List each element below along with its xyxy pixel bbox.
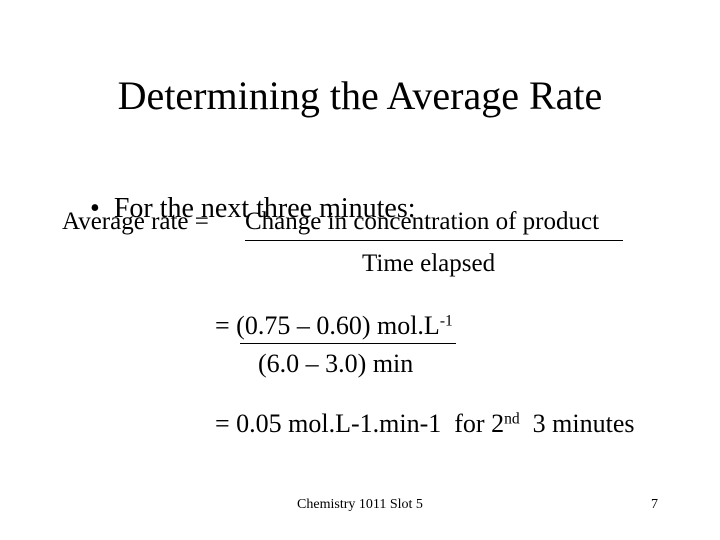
equation2-numerator: = (0.75 – 0.60) mol.L-1	[215, 313, 453, 339]
fraction-bar	[240, 343, 456, 344]
result-tail: 3 minutes	[519, 409, 635, 438]
footer-course: Chemistry 1011 Slot 5	[297, 497, 423, 512]
bullet-line: • For the next three minutes:	[62, 167, 416, 251]
equation-numerator: Change in concentration of product	[245, 208, 600, 235]
equation-lhs: Average rate =	[62, 208, 216, 235]
page-number: 7	[651, 497, 658, 512]
numerator-sup: -1	[439, 312, 453, 330]
numerator-text: = (0.75 – 0.60) mol.L	[215, 311, 440, 340]
bullet-text: For the next three minutes:	[113, 193, 416, 224]
equation-denominator: Time elapsed	[362, 250, 496, 277]
result-line: = 0.05 mol.L-1.min-1 for 2nd 3 minutes	[215, 411, 635, 437]
equation2-denominator: (6.0 – 3.0) min	[258, 349, 414, 378]
slide-title: Determining the Average Rate	[117, 73, 603, 118]
fraction-bar	[245, 240, 623, 241]
result-sup: nd	[504, 410, 520, 428]
bullet-marker: •	[90, 193, 100, 224]
result-text: = 0.05 mol.L-1.min-1 for 2	[215, 409, 505, 438]
